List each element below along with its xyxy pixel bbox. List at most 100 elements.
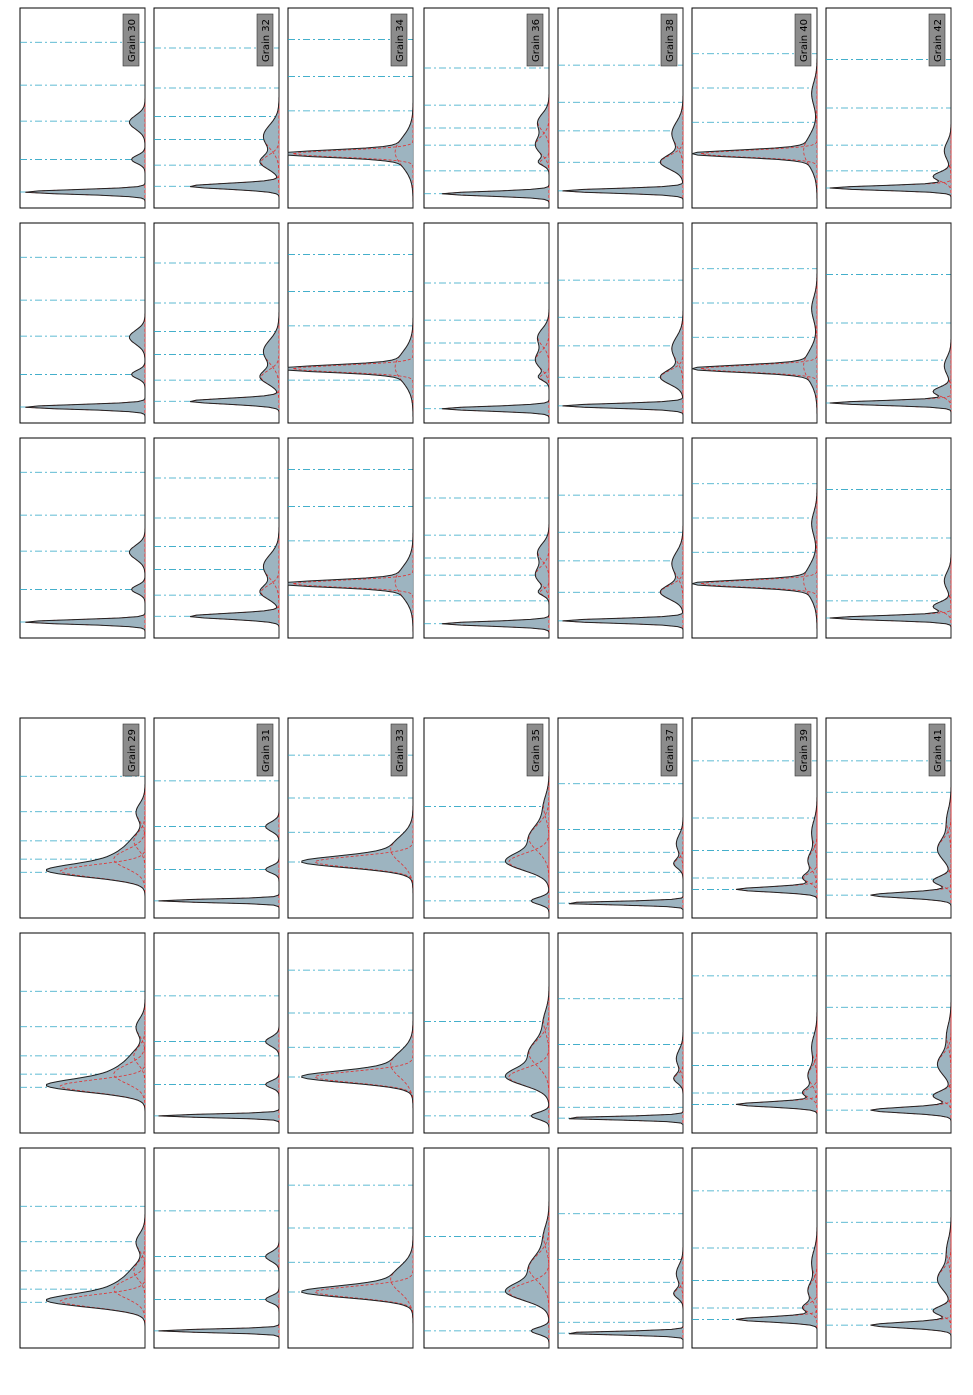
individual-pdf-line bbox=[700, 223, 818, 423]
histogram-area bbox=[158, 1148, 280, 1348]
subplot-frame bbox=[825, 932, 952, 1134]
overall-pdf-line bbox=[829, 223, 952, 423]
individual-pdf-line bbox=[870, 1148, 952, 1348]
individual-pdf-line bbox=[937, 1148, 952, 1348]
subplot-frame bbox=[287, 222, 414, 424]
overall-pdf-line bbox=[25, 8, 146, 208]
overall-pdf-line bbox=[441, 223, 550, 423]
subplot bbox=[153, 932, 280, 1134]
subplot: Grain 30 bbox=[19, 7, 146, 209]
grain-label: Grain 34 bbox=[395, 19, 406, 62]
grain-label: Grain 40 bbox=[799, 19, 810, 62]
individual-pdf-line bbox=[158, 1148, 280, 1348]
histogram-area bbox=[287, 438, 414, 638]
overall-pdf-line bbox=[735, 718, 818, 918]
overall-pdf-line bbox=[562, 8, 684, 208]
individual-pdf-line bbox=[508, 718, 550, 918]
subplot-frame bbox=[19, 222, 146, 424]
overall-pdf-line bbox=[287, 438, 414, 638]
grain-row: Grain 33 bbox=[287, 717, 414, 1349]
individual-pdf-line bbox=[190, 223, 280, 423]
individual-pdf-line bbox=[25, 438, 146, 638]
histogram-area bbox=[568, 933, 684, 1133]
overall-pdf-line bbox=[691, 438, 818, 638]
individual-pdf-line bbox=[568, 1148, 684, 1348]
grain-label: Grain 31 bbox=[261, 729, 272, 772]
subplot-frame bbox=[825, 1147, 952, 1349]
subplot: Grain 32 bbox=[153, 7, 280, 209]
subplot-frame bbox=[19, 1147, 146, 1349]
histogram-area bbox=[504, 933, 550, 1133]
histogram-area bbox=[691, 223, 818, 423]
individual-pdf-line bbox=[700, 438, 818, 638]
grain-label: Grain 30 bbox=[127, 19, 138, 62]
individual-pdf-line bbox=[158, 933, 280, 1133]
individual-pdf-line bbox=[539, 438, 550, 638]
subplot bbox=[825, 1147, 952, 1349]
individual-pdf-line bbox=[292, 438, 414, 638]
grain-label: Grain 33 bbox=[395, 729, 406, 772]
overall-pdf-line bbox=[25, 223, 146, 423]
grain-label: Grain 35 bbox=[531, 729, 542, 772]
subplot bbox=[825, 222, 952, 424]
subplot bbox=[557, 932, 684, 1134]
overall-pdf-line bbox=[735, 933, 818, 1133]
grain-label: Grain 36 bbox=[531, 19, 542, 62]
individual-pdf-line bbox=[675, 933, 684, 1133]
individual-pdf-line bbox=[803, 933, 818, 1133]
individual-pdf-line bbox=[562, 438, 684, 638]
histogram-area bbox=[25, 223, 146, 423]
individual-pdf-line bbox=[568, 933, 684, 1133]
subplot-frame bbox=[19, 932, 146, 1134]
overall-pdf-line bbox=[158, 1148, 280, 1348]
individual-pdf-line bbox=[314, 1148, 414, 1348]
subplot-frame bbox=[691, 222, 818, 424]
subplot-frame bbox=[423, 932, 550, 1134]
grain-label-box bbox=[794, 13, 812, 67]
individual-pdf-line bbox=[390, 1148, 414, 1348]
grain-label: Grain 32 bbox=[261, 19, 272, 62]
overall-pdf-line bbox=[158, 933, 280, 1133]
grain-label-box bbox=[390, 723, 408, 777]
histogram-area bbox=[568, 1148, 684, 1348]
subplot bbox=[691, 932, 818, 1134]
overall-pdf-line bbox=[829, 8, 952, 208]
histogram-area bbox=[870, 933, 952, 1133]
subplot bbox=[691, 222, 818, 424]
subplot bbox=[19, 437, 146, 639]
overall-pdf-line bbox=[504, 933, 550, 1133]
histogram-area bbox=[562, 438, 684, 638]
histogram-area bbox=[46, 1148, 146, 1348]
grain-label: Grain 42 bbox=[933, 19, 944, 62]
overall-pdf-line bbox=[568, 1148, 684, 1348]
subplot-frame bbox=[423, 1147, 550, 1349]
grain-label-box bbox=[526, 13, 544, 67]
subplot bbox=[423, 1147, 550, 1349]
individual-pdf-line bbox=[870, 933, 952, 1133]
grain-label-box bbox=[122, 13, 140, 67]
histogram-area bbox=[562, 223, 684, 423]
overall-pdf-line bbox=[301, 933, 414, 1133]
subplot-frame bbox=[153, 1147, 280, 1349]
grain-label-box bbox=[256, 723, 274, 777]
individual-pdf-line bbox=[937, 933, 952, 1133]
grain-row: Grain 39 bbox=[691, 717, 818, 1349]
panel-right: Grain 30 Grain 32 Grain 34 Grain 36 Grain 38… bbox=[19, 7, 952, 639]
subplot bbox=[557, 222, 684, 424]
overall-pdf-line bbox=[568, 718, 684, 918]
individual-pdf-line bbox=[314, 933, 414, 1133]
overall-pdf-line bbox=[441, 8, 550, 208]
individual-pdf-line bbox=[937, 718, 952, 918]
overall-pdf-line bbox=[25, 438, 146, 638]
grain-row: Grain 36 bbox=[423, 7, 550, 639]
subplot bbox=[691, 437, 818, 639]
individual-pdf-line bbox=[675, 1148, 684, 1348]
grain-label: Grain 38 bbox=[665, 19, 676, 62]
individual-pdf-line bbox=[59, 1148, 146, 1348]
grain-label-box bbox=[928, 723, 946, 777]
individual-pdf-line bbox=[441, 438, 550, 638]
subplot bbox=[423, 437, 550, 639]
overall-pdf-line bbox=[562, 438, 684, 638]
subplot-frame bbox=[557, 1147, 684, 1349]
